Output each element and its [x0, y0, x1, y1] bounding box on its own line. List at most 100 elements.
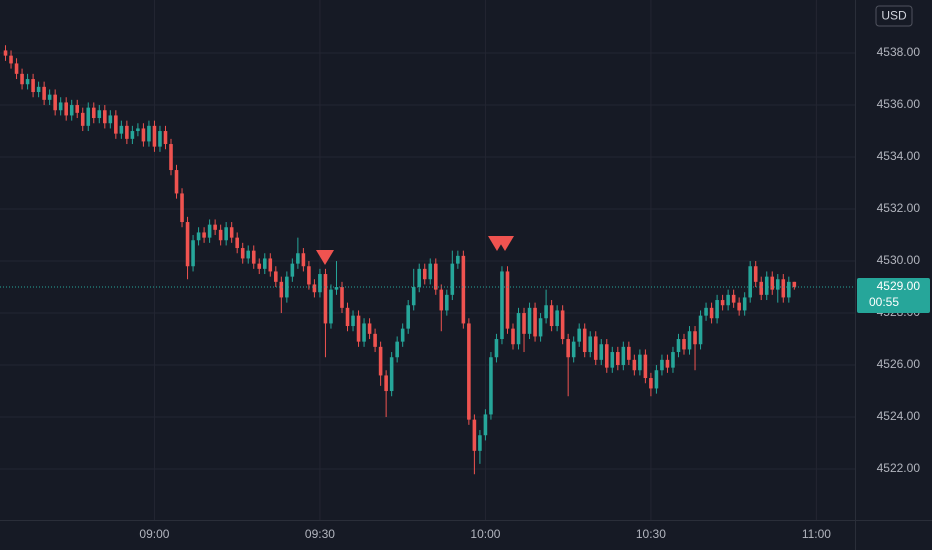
- y-tick-label: 4532.00: [877, 201, 921, 215]
- candle-body: [130, 131, 135, 139]
- grid: [0, 0, 855, 520]
- candle-body: [698, 315, 703, 345]
- y-tick-label: 4526.00: [877, 357, 921, 371]
- candle-body: [400, 328, 405, 342]
- candle-body: [323, 274, 328, 324]
- candle-body: [86, 107, 91, 126]
- sell-signal-marker: [496, 236, 514, 251]
- candle-body: [9, 55, 13, 64]
- candle-body: [296, 253, 300, 264]
- candle-body: [47, 94, 52, 100]
- candle-body: [720, 300, 725, 306]
- candle-body: [467, 323, 471, 420]
- candle-body: [251, 250, 256, 264]
- candle-body: [748, 266, 752, 298]
- candle-body: [781, 279, 786, 298]
- candle-body: [555, 310, 559, 327]
- candle-body: [246, 250, 251, 259]
- candle-body: [632, 359, 637, 371]
- candle-body: [268, 258, 273, 272]
- candle-body: [500, 271, 504, 340]
- candle-body: [229, 227, 234, 238]
- candle-body: [53, 94, 57, 111]
- x-tick-label: 09:30: [305, 527, 335, 541]
- candle-body: [169, 144, 173, 171]
- candle-body: [64, 102, 68, 116]
- currency-label[interactable]: USD: [881, 9, 907, 23]
- candle-body: [141, 128, 146, 142]
- candle-body: [450, 263, 455, 295]
- candle-body: [389, 357, 394, 392]
- candle-body: [14, 63, 19, 74]
- candle-body: [582, 328, 587, 353]
- candle-body: [483, 414, 488, 436]
- candle-body: [224, 227, 228, 241]
- candle-body: [671, 352, 675, 368]
- candle-body: [544, 305, 548, 319]
- candle-body: [240, 248, 245, 259]
- y-tick-label: 4538.00: [877, 45, 921, 59]
- candle-body: [764, 276, 769, 295]
- bar-countdown: 00:55: [869, 295, 899, 309]
- candle-body: [616, 352, 620, 366]
- candle-body: [709, 307, 714, 319]
- candle-body: [91, 107, 96, 119]
- candle-body: [318, 274, 322, 293]
- candle-body: [75, 105, 80, 113]
- candle-body: [472, 419, 477, 451]
- candle-body: [307, 266, 311, 285]
- candle-body: [422, 268, 427, 280]
- candle-body: [103, 110, 107, 124]
- last-price-box: [857, 278, 930, 314]
- candle-body: [456, 255, 460, 264]
- candle-body: [202, 232, 206, 238]
- candle-body: [31, 79, 35, 93]
- candle-body: [152, 125, 157, 147]
- candle-body: [97, 110, 102, 119]
- candle-body: [80, 112, 85, 126]
- candle-body: [516, 313, 521, 345]
- y-tick-label: 4524.00: [877, 409, 921, 423]
- candle-body: [461, 255, 466, 324]
- candle-body: [676, 339, 681, 353]
- candle-body: [428, 263, 433, 280]
- candle-body: [687, 331, 692, 350]
- candle-body: [621, 346, 626, 366]
- candle-body: [511, 328, 515, 345]
- candle-body: [742, 297, 747, 311]
- candle-body: [163, 131, 168, 145]
- y-tick-label: 4522.00: [877, 461, 921, 475]
- candle-body: [577, 328, 581, 342]
- candle-body: [610, 352, 615, 368]
- x-tick-label: 10:00: [470, 527, 500, 541]
- candle-body: [312, 284, 317, 293]
- candle-body: [185, 222, 190, 267]
- candle-body: [3, 50, 8, 56]
- candle-body: [522, 313, 526, 334]
- x-tick-label: 11:00: [802, 527, 831, 541]
- candle-body: [285, 276, 289, 298]
- candle-body: [20, 73, 24, 85]
- candle-body: [174, 170, 179, 194]
- candle-body: [114, 115, 118, 134]
- currency-box[interactable]: [875, 5, 913, 27]
- candle-body: [147, 125, 151, 142]
- candle-body: [196, 232, 201, 241]
- candle-body: [367, 323, 372, 334]
- candle-body: [290, 263, 295, 277]
- x-tick-label: 09:00: [139, 527, 169, 541]
- candle-body: [406, 305, 410, 329]
- candle-body: [704, 307, 708, 316]
- candle-body: [593, 336, 598, 360]
- candle-body: [218, 229, 223, 241]
- candle-body: [775, 279, 780, 290]
- candle-body: [445, 294, 449, 311]
- candle-body: [566, 339, 570, 358]
- candle-body: [257, 263, 262, 269]
- candle-body: [571, 341, 576, 358]
- candle-body: [588, 336, 593, 353]
- candle-body: [345, 307, 350, 327]
- x-tick-label: 10:30: [636, 527, 666, 541]
